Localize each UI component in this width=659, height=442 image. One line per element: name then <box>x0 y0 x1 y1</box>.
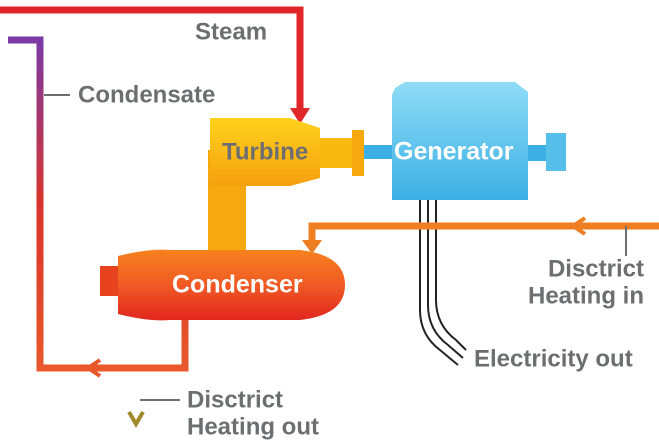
steam-pipe <box>0 6 310 124</box>
heating-in-label: Disctrict <box>548 255 644 282</box>
generator-label: Generator <box>394 138 514 166</box>
heating-in-pipe <box>302 216 659 256</box>
heating-out-label: Disctrict <box>187 386 283 413</box>
condenser <box>100 249 345 321</box>
condensate-pipe <box>8 36 189 378</box>
heating-out-pipe <box>127 300 180 442</box>
turbine <box>208 118 364 260</box>
condenser-label: Condenser <box>172 271 303 299</box>
generator <box>364 82 566 200</box>
heating-in-label: Heating in <box>528 282 644 309</box>
condensate-label: Condensate <box>78 81 215 108</box>
steam-label: Steam <box>195 18 267 45</box>
heating-out-label: Heating out <box>187 413 319 440</box>
electricity-lines <box>419 200 467 366</box>
electricity-out-label: Electricity out <box>474 345 633 372</box>
turbine-label: Turbine <box>222 138 308 165</box>
